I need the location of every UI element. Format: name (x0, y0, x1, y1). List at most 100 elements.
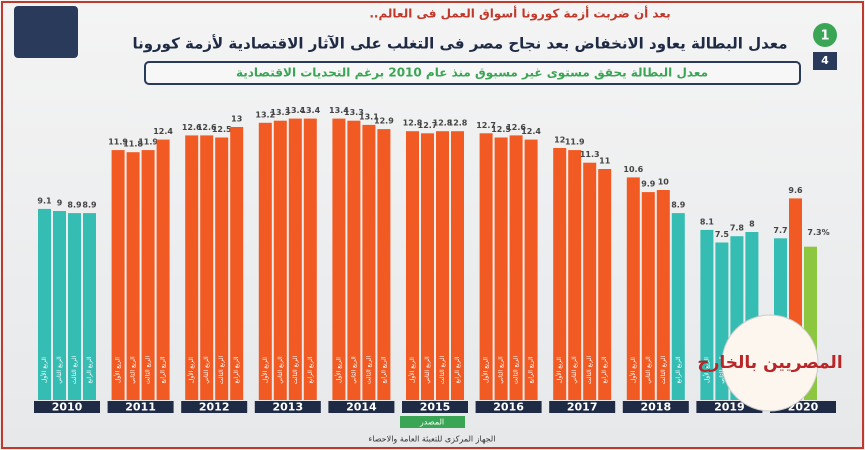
year-label: 2010 (52, 401, 83, 414)
value-label: 7.7 (773, 226, 787, 235)
year-box (328, 401, 395, 413)
bar (53, 211, 66, 400)
quarter-label: الربع الأول (114, 357, 122, 383)
value-label: 12.7 (476, 121, 496, 130)
value-label: 13.1 (359, 112, 379, 121)
quarter-label: الربع الثالث (439, 355, 446, 384)
bar (626, 177, 640, 400)
page-badge (813, 23, 837, 47)
bar (38, 208, 51, 400)
value-label: 9.6 (788, 186, 803, 195)
bar (641, 192, 655, 400)
value-label: 8.9 (82, 201, 97, 210)
bar (332, 118, 346, 400)
value-label: 9 (57, 199, 63, 208)
quarter-label: الربع الثالث (218, 355, 225, 384)
year-label: 2015 (420, 401, 451, 414)
value-label: 11.3 (580, 150, 600, 159)
value-label: 12.4 (521, 127, 541, 136)
watermark-disc (721, 314, 819, 412)
quarter-label: الربع الثاني (424, 356, 431, 384)
bar (230, 127, 244, 400)
bar (700, 229, 714, 400)
quarter-label: الربع الرابع (675, 356, 682, 383)
year-label: 2017 (567, 401, 598, 414)
quarter-label: الربع الأول (40, 357, 48, 383)
page-number: 1 (820, 29, 829, 44)
year-box (254, 401, 321, 413)
quarter-label: الربع الثالث (292, 355, 299, 384)
year-box (549, 401, 616, 413)
bar (509, 135, 523, 400)
year-label: 2013 (272, 401, 303, 414)
value-label: 12.7 (418, 121, 438, 130)
year-box (475, 401, 542, 413)
bar (553, 148, 567, 400)
bar (141, 150, 155, 400)
bar (68, 213, 81, 400)
source-label: المصدر (419, 418, 444, 427)
quarter-label: الربع الرابع (380, 356, 387, 383)
quarter-label: الربع الثالث (71, 355, 78, 384)
value-label: 11.8 (123, 140, 143, 149)
bar (156, 139, 170, 400)
quarter-label: الربع الثاني (645, 356, 652, 384)
value-label: 12.6 (197, 123, 217, 132)
bar (215, 137, 229, 400)
value-label: 8.1 (700, 217, 715, 226)
bar (671, 213, 685, 400)
bar (111, 150, 125, 400)
watermark: المصريين بالخارج (697, 353, 842, 373)
value-label: 11.9 (138, 138, 158, 147)
value-label: 11 (599, 157, 611, 166)
quarter-label: الربع الرابع (601, 356, 608, 383)
bar (479, 133, 493, 401)
logo (14, 6, 78, 58)
value-label: 12.5 (491, 125, 511, 134)
value-label: 13.4 (300, 106, 320, 115)
quarter-label: الربع الأول (187, 357, 195, 383)
value-label: 12.4 (153, 127, 173, 136)
bar (288, 118, 302, 400)
chart-title: معدل البطالة يعاود الانخفاض بعد نجاح مصر… (132, 35, 787, 53)
value-label: 10 (658, 178, 670, 187)
page-total-box (813, 52, 837, 70)
bar (362, 124, 376, 401)
year-box (402, 401, 468, 413)
value-label: 11.9 (108, 138, 128, 147)
source: الجهاز المركزى للتعبئة العامة والاحصاء (369, 435, 496, 444)
quarter-label: الربع الثاني (498, 356, 505, 384)
quarter-label: الربع الرابع (160, 356, 167, 383)
bar (524, 139, 538, 400)
year-label: 2012 (199, 401, 230, 414)
year-box (34, 401, 100, 413)
value-label: 13.3 (270, 108, 290, 117)
quarter-label: الربع الثاني (350, 356, 357, 384)
value-label: 9.9 (641, 180, 656, 189)
value-label: 8.9 (67, 201, 82, 210)
bar (436, 131, 449, 400)
value-label: 12.6 (506, 123, 526, 132)
quarter-label: الربع الثالث (365, 355, 372, 384)
value-label: 12 (554, 136, 565, 145)
bar (258, 122, 272, 401)
bar (185, 135, 199, 400)
quarter-label: الربع الرابع (86, 356, 93, 383)
value-label: 13.4 (285, 106, 305, 115)
bar (598, 169, 612, 400)
year-box (107, 401, 174, 413)
bar (583, 162, 597, 400)
bar (200, 135, 214, 400)
quarter-label: الربع الثاني (277, 356, 284, 384)
quarter-label: الربع الأول (408, 357, 416, 383)
quarter-label: الربع الأول (629, 357, 637, 383)
source-label-box (400, 416, 465, 428)
year-label: 2016 (493, 401, 524, 414)
quarter-label: الربع الثاني (56, 356, 63, 384)
value-label: 10.6 (623, 165, 643, 174)
value-label: 11.9 (565, 138, 585, 147)
quarter-label: الربع الرابع (454, 356, 461, 383)
quarter-label: الربع الرابع (233, 356, 240, 383)
bar (303, 118, 317, 400)
